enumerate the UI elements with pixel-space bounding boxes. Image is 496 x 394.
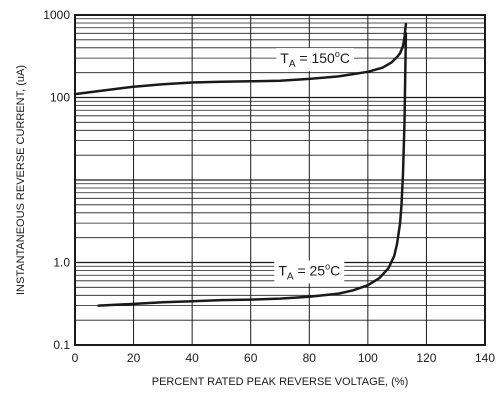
x-axis-label: PERCENT RATED PEAK REVERSE VOLTAGE, (%) xyxy=(152,376,409,388)
x-tick-label: 40 xyxy=(185,351,199,365)
series-group xyxy=(73,22,408,307)
plot-frame xyxy=(74,14,486,346)
series-line-1 xyxy=(73,22,408,96)
x-tick-labels: 0 20 40 60 80 100 120 140 xyxy=(72,351,496,365)
x-tick-label: 20 xyxy=(127,351,141,365)
series-line-2 xyxy=(97,32,408,307)
x-tick-label: 60 xyxy=(244,351,258,365)
annotations: TA = 150oC TA = 25oC xyxy=(274,48,354,284)
annotation-background xyxy=(276,48,354,72)
y-tick-label: 1000 xyxy=(43,8,70,22)
annotation-label-1: TA = 150oC xyxy=(276,48,354,72)
y-tick-label: 100 xyxy=(50,91,70,105)
annotation-label-2: TA = 25oC xyxy=(274,260,345,284)
y-axis-label: INSTANTANEOUS REVERSE CURRENT, (uA) xyxy=(15,65,27,295)
y-tick-label: 0.1 xyxy=(53,338,70,352)
x-tick-label: 0 xyxy=(72,351,79,365)
y-tick-labels: 0.1 1.0 100 1000 xyxy=(43,8,70,352)
annotation-background xyxy=(274,260,345,284)
annotation-text: TA = 150oC xyxy=(280,49,350,70)
y-tick-label: 1.0 xyxy=(53,256,70,270)
annotation-text: TA = 25oC xyxy=(278,261,340,282)
x-tick-label: 100 xyxy=(358,351,378,365)
x-tick-label: 80 xyxy=(303,351,317,365)
x-tick-label: 120 xyxy=(416,351,436,365)
x-tick-label: 140 xyxy=(475,351,495,365)
